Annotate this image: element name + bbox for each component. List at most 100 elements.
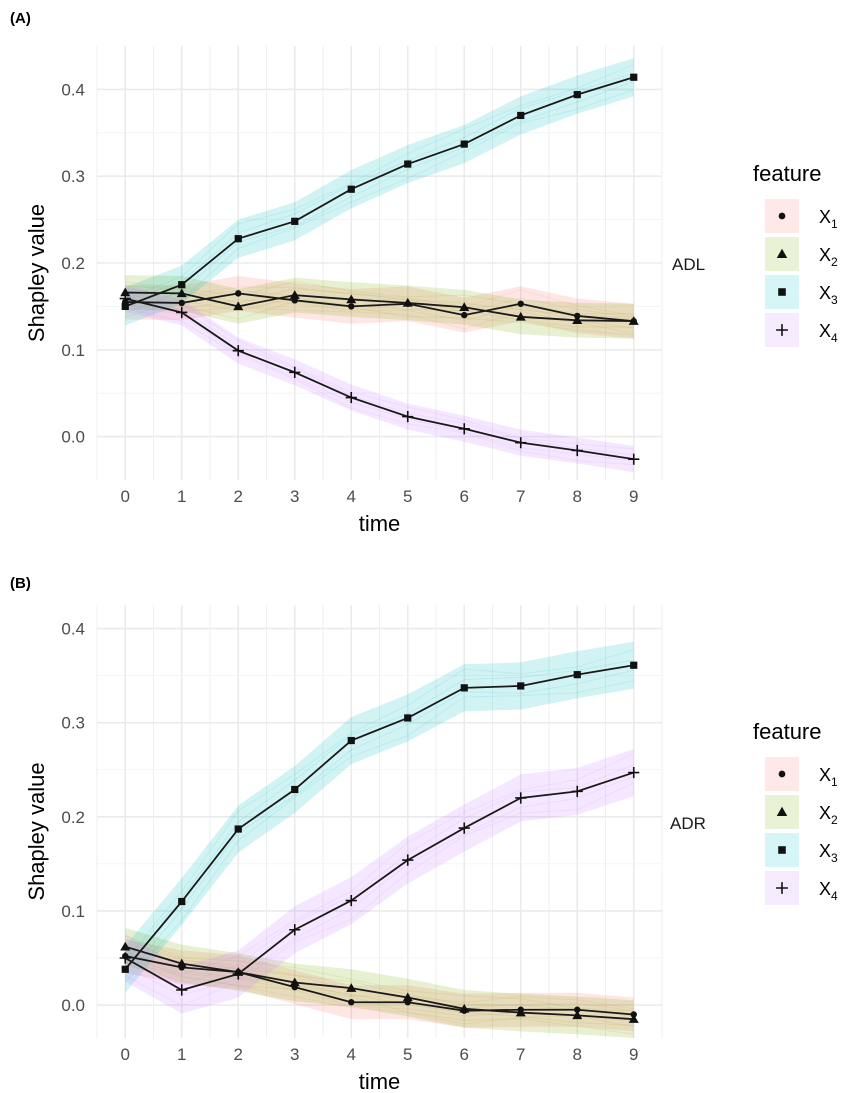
data-point-x2 [346, 294, 357, 304]
band-strand [125, 286, 634, 317]
data-point-x4 [289, 924, 301, 936]
data-point-x4 [571, 785, 583, 797]
series-lines [124, 76, 635, 461]
data-point-x2 [515, 311, 526, 321]
x-tick-label: 2 [234, 487, 243, 506]
x-tick-label: 5 [403, 487, 412, 506]
x-axis: 0 1 2 3 4 5 6 7 8 9 [121, 1045, 639, 1064]
data-point-x3 [234, 235, 242, 243]
band-series-3 [125, 58, 634, 326]
y-axis-title: Shapley value [24, 204, 49, 342]
data-point-x3 [178, 281, 186, 289]
band-strand [125, 935, 634, 1012]
data-point-x3 [630, 73, 638, 81]
band-strand [125, 280, 634, 315]
data-point-x3 [630, 661, 638, 669]
x-tick-label: 5 [403, 1045, 412, 1064]
x-tick-label: 7 [516, 1045, 525, 1064]
data-point-x1 [178, 299, 185, 307]
data-point-x1 [461, 311, 468, 319]
series-line-1 [125, 955, 634, 1016]
data-point-x4 [515, 437, 527, 449]
data-point-x4 [119, 292, 131, 305]
legend-label: X3 [819, 841, 838, 865]
data-point-x4 [571, 444, 583, 457]
data-point-x2 [233, 301, 244, 311]
data-point-x3 [291, 785, 299, 794]
series-lines [124, 664, 635, 1021]
band-strand [125, 289, 634, 318]
data-point-x3 [517, 682, 525, 690]
data-point-x4 [458, 423, 470, 435]
band-series-2 [125, 275, 634, 339]
x-tick-label: 6 [460, 487, 469, 506]
data-point-x2 [346, 983, 357, 992]
data-point-x2 [289, 290, 300, 299]
series-line-3 [124, 664, 634, 970]
data-point-x3 [404, 714, 412, 722]
legend-label: X1 [819, 765, 838, 789]
data-point-x2 [176, 288, 187, 298]
facet-label: ADR [670, 814, 706, 833]
x-tick-label: 9 [629, 1045, 638, 1064]
data-point-x4 [628, 453, 640, 465]
legend-label: X3 [819, 283, 838, 307]
data-point-x3 [404, 160, 412, 168]
series-points [119, 661, 640, 1023]
data-point-x4 [515, 792, 527, 804]
data-point-x3 [234, 825, 242, 833]
band-strand [125, 782, 634, 1007]
legend: feature X1 X2 X3 X4 [753, 161, 838, 347]
y-tick-label: 0.0 [61, 428, 85, 447]
x-axis-title: time [359, 1069, 401, 1093]
band-strand [125, 72, 634, 302]
x-tick-label: 1 [177, 1045, 186, 1064]
band-strand [125, 949, 634, 1012]
band-series-4 [125, 285, 634, 473]
series-points [119, 73, 640, 465]
series-line-4 [124, 771, 635, 991]
grid [96, 605, 663, 1038]
band-strand [125, 298, 634, 336]
band-strand [124, 669, 634, 979]
data-point-x4 [458, 822, 470, 834]
panel-a: (A) 0 1 2 3 4 5 6 7 8 9 0.0 0.1 0.2 0.3 0.4 time Shapley… [0, 0, 848, 546]
data-point-x4 [402, 411, 414, 423]
band-strand [125, 951, 634, 1026]
data-point-x2 [402, 992, 413, 1002]
data-point-x3 [347, 185, 355, 193]
chart-a: 0 1 2 3 4 5 6 7 8 9 0.0 0.1 0.2 0.3 0.4 time Shapley val… [24, 46, 838, 536]
legend-title: feature [753, 161, 822, 186]
data-point-x4 [119, 952, 131, 964]
data-point-x1 [574, 1006, 581, 1013]
data-point-x2 [120, 941, 131, 951]
x-tick-label: 3 [290, 1045, 299, 1064]
y-axis: 0.0 0.1 0.2 0.3 0.4 [61, 80, 85, 446]
band-series-1 [125, 276, 634, 339]
data-point-x4 [176, 306, 188, 319]
data-point-x4 [232, 968, 244, 980]
band-strand [125, 308, 634, 466]
series-line-2 [125, 291, 634, 323]
legend-label: X2 [819, 803, 838, 827]
x-tick-label: 4 [347, 1045, 356, 1064]
data-point-x2 [289, 977, 300, 987]
band-strand [125, 80, 634, 315]
x-tick-label: 1 [177, 487, 186, 506]
data-point-x3 [573, 671, 581, 679]
data-point-x3 [517, 111, 525, 120]
data-point-x3 [573, 91, 581, 99]
y-axis: 0.0 0.1 0.2 0.3 0.4 [61, 620, 85, 1016]
panel-tag: (B) [10, 575, 31, 592]
legend-key-marker [776, 882, 788, 894]
band-strand [124, 649, 634, 961]
legend-key-marker [778, 770, 786, 778]
x-tick-label: 6 [460, 1045, 469, 1064]
data-point-x4 [176, 984, 188, 996]
chart-b: 0 1 2 3 4 5 6 7 8 9 0.0 0.1 0.2 0.3 0.4 time Shapley val… [24, 605, 838, 1093]
legend-key-marker [776, 248, 788, 258]
data-point-x4 [289, 366, 301, 378]
band-strand [125, 303, 634, 462]
band-strand [125, 89, 634, 318]
x-tick-label: 3 [290, 487, 299, 506]
